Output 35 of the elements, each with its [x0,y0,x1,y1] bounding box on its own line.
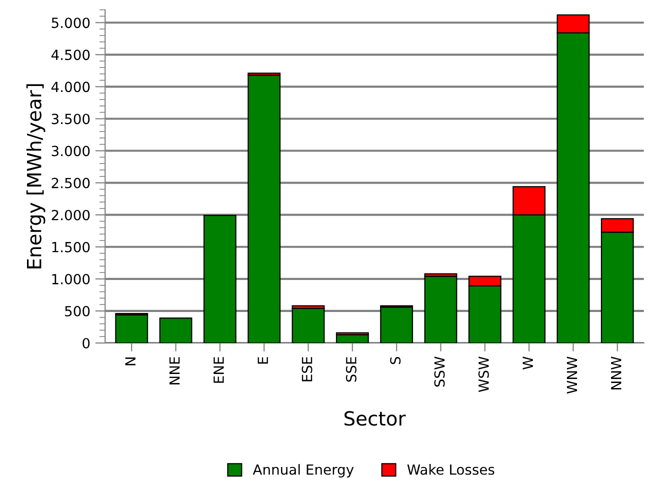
bar [203,214,236,343]
y-tick-label: 1.500 [52,242,90,252]
x-tick-label: N [125,358,136,366]
y-tick-label: 4.000 [51,82,90,92]
legend-label: Wake Losses [407,464,494,475]
bar [159,317,192,343]
bar [248,74,281,343]
x-tick-label: ESE [302,357,312,382]
x-tick-label: E [258,357,268,364]
x-tick-label: WSW [478,356,489,392]
y-axis-title: Energy [MWh/year] [26,84,46,268]
bar [115,314,148,343]
y-tick-label: 5.000 [52,18,90,28]
y-tick-label: 3.500 [52,114,90,124]
y-tick-label: 3.000 [52,146,90,156]
x-tick-label: ENE [214,357,224,383]
y-tick-label: 500 [65,306,90,316]
y-tick-label: 0 [82,338,90,348]
y-tick-label: 2.500 [52,178,90,188]
y-tick-label: 1.000 [52,274,90,284]
bar [292,308,325,343]
x-axis-title: Sector [344,411,406,426]
x-tick-label: NNW [611,356,622,390]
x-tick-label: S [390,356,401,364]
x-tick-label: WNW [566,356,578,394]
bar [336,334,369,343]
x-tick-label: SSW [434,356,445,387]
x-tick-label: SSE [346,357,356,382]
bar [380,306,414,343]
y-tick-label: 2.000 [52,210,90,220]
legend-label: Annual Energy [252,464,354,478]
y-tick-label: 4.500 [51,50,90,60]
bar [424,276,458,343]
x-tick-label: NNE [169,357,180,384]
x-tick-label: W [522,356,533,370]
